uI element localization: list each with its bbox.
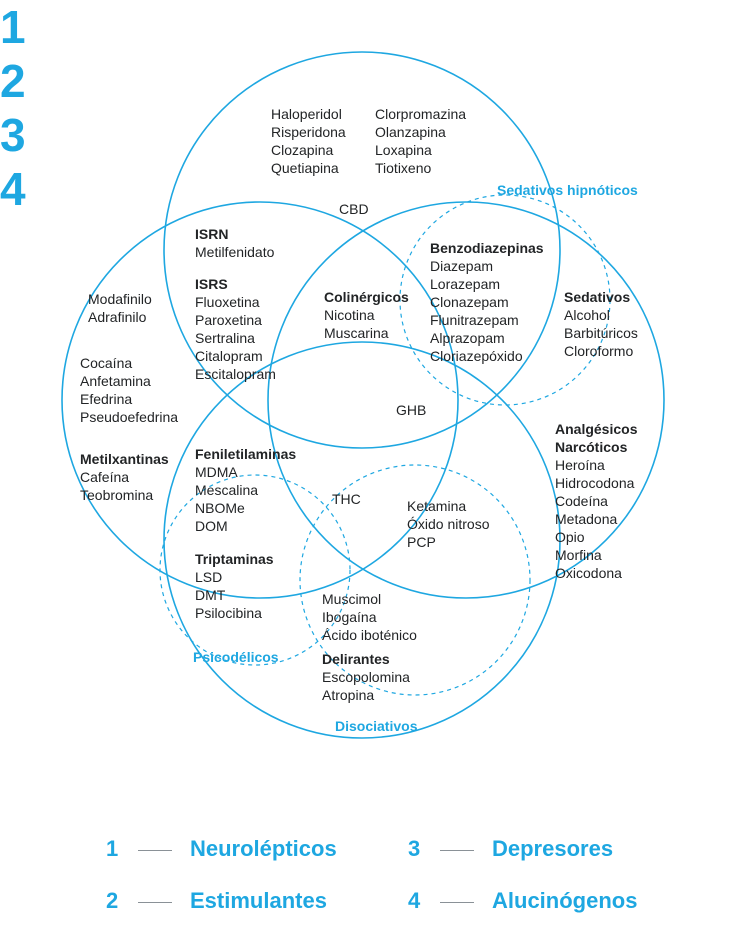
analgesicos-items: HeroínaHidrocodonaCodeínaMetadonaOpioMor… [555,456,634,582]
antipsychotics-col1: HaloperidolRisperidonaClozapinaQuetiapin… [271,105,346,177]
benzo-header: Benzodiazepinas [430,239,544,257]
metilxantinas-header: Metilxantinas [80,450,169,468]
legend-item-3: 3 Depresores [408,836,613,862]
cbd-label: CBD [339,200,369,218]
legend-dash [138,902,172,903]
feniletilaminas-header: Feniletilaminas [195,445,296,463]
dissociatives-items: KetaminaÓxido nitrosoPCP [407,497,489,551]
analgesicos-header: Analgésicos Narcóticos [555,420,637,456]
drug-venn-diagram: { "canvas": { "width": 730, "height": 92… [0,0,730,928]
antipsychotics-col2: ClorpromazinaOlanzapinaLoxapinaTiotixeno [375,105,466,177]
isrs-header: ISRS [195,275,228,293]
legend-number: 4 [408,888,422,914]
benzo-items: DiazepamLorazepamClonazepamFlunitrazepam… [430,257,523,365]
colinergicos-items: NicotinaMuscarina [324,306,389,342]
metilxantinas-items: CafeínaTeobromina [80,468,153,504]
ghb-label: GHB [396,401,426,419]
legend-item-1: 1 Neurolépticos [106,836,337,862]
isrn-items: Metilfenidato [195,243,274,261]
delirantes-header: Delirantes [322,650,390,668]
isrs-items: FluoxetinaParoxetinaSertralinaCitalopram… [195,293,276,383]
legend-label: Neurolépticos [190,836,337,862]
bottom-items: MuscimolIbogaínaÁcido iboténico [322,590,417,644]
legend-dash [440,902,474,903]
legend-dash [138,850,172,851]
legend-label: Depresores [492,836,613,862]
colinergicos-header: Colinérgicos [324,288,409,306]
label-psicodelicos: Psicodélicos [193,648,279,666]
sedativos-header: Sedativos [564,288,630,306]
legend-label: Estimulantes [190,888,327,914]
stimulants-mid: CocaínaAnfetaminaEfedrinaPseudoefedrina [80,354,178,426]
legend-label: Alucinógenos [492,888,637,914]
legend-item-2: 2 Estimulantes [106,888,327,914]
triptaminas-header: Triptaminas [195,550,274,568]
label-disociativos: Disociativos [335,717,417,735]
stimulants-top: ModafiniloAdrafinilo [88,290,152,326]
triptaminas-items: LSDDMTPsilocibina [195,568,262,622]
label-sedativos-hipnoticos: Sedativos hipnóticos [497,181,638,199]
legend-item-4: 4 Alucinógenos [408,888,637,914]
legend-number: 2 [106,888,120,914]
thc-label: THC [332,490,361,508]
feniletilaminas-items: MDMAMescalinaNBOMeDOM [195,463,258,535]
delirantes-items: EscopolominaAtropina [322,668,410,704]
legend-number: 1 [106,836,120,862]
isrn-header: ISRN [195,225,228,243]
sedativos-items: AlcoholBarbitúricosCloroformo [564,306,638,360]
legend-number: 3 [408,836,422,862]
legend-dash [440,850,474,851]
